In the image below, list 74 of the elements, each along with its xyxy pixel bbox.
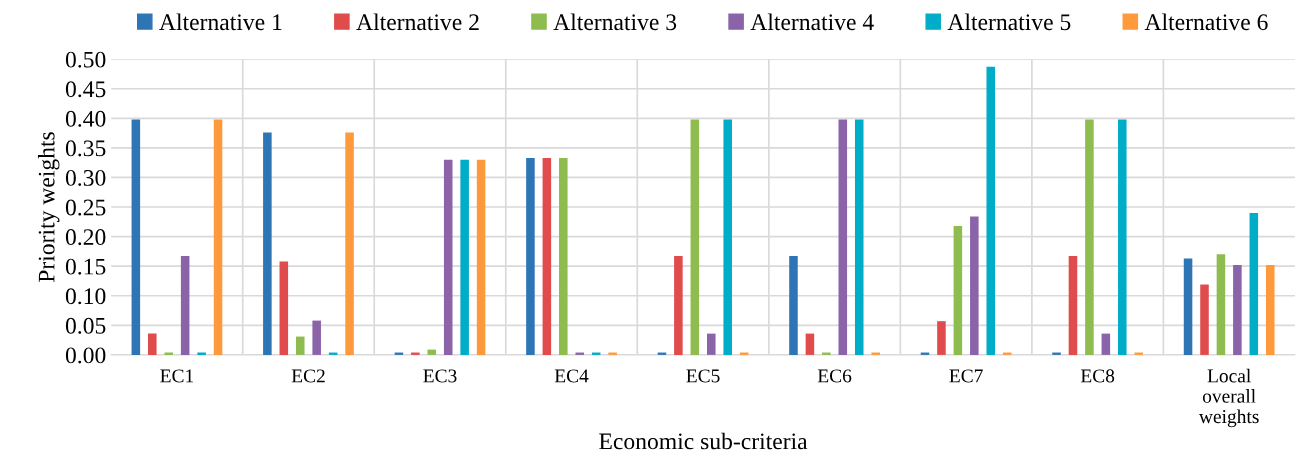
bar [279,261,289,355]
bar [822,352,831,355]
bar [854,119,864,355]
y-tick-label: 0.35 [65,140,106,157]
x-tick-label: Local overall weights [1198,368,1259,428]
bar [295,336,305,355]
bar [1068,256,1078,355]
y-tick-label: 0.30 [65,169,106,186]
legend-label: Alternative 5 [947,13,1071,31]
bar [559,157,568,355]
y-tick-label: 0.50 [65,51,106,68]
bar [723,119,732,355]
bar [263,132,272,355]
bar [1249,212,1259,355]
x-tick-label: EC6 [817,369,852,383]
bar [345,132,354,355]
y-tick-label: 0.10 [65,288,106,305]
bar [1085,119,1094,355]
y-tick-label: 0.05 [65,317,106,334]
bar [312,320,321,355]
legend-label: Alternative 4 [750,13,874,31]
y-tick-label: 0.20 [65,229,106,246]
bar [986,66,996,355]
bar [1233,264,1242,355]
y-tick-label: 0.45 [65,81,106,98]
bar [411,352,420,355]
bar [542,157,552,355]
bar [131,119,141,355]
bar [443,159,453,355]
y-tick-label: 0.25 [65,199,106,216]
bar [871,352,880,355]
y-axis-title: Priority weights [37,132,60,283]
bar [937,321,946,355]
bar [1134,352,1144,355]
bar [1216,254,1226,355]
x-tick-label: EC4 [554,369,589,383]
bar [1200,284,1209,355]
x-axis-title: Economic sub-criteria [599,432,808,450]
x-tick-label: EC5 [686,369,720,383]
bar [148,333,157,355]
legend-label: Alternative 3 [553,13,677,31]
bar [180,256,190,355]
bar [213,119,223,355]
bar [805,333,815,355]
x-tick-label: EC7 [949,369,983,383]
y-tick-label: 0.40 [65,110,106,127]
bar [1052,352,1061,355]
x-tick-label: EC8 [1080,369,1115,383]
bar [674,256,683,355]
bar [460,159,469,355]
bar [164,352,173,355]
bar [970,216,979,355]
legend-label: Alternative 6 [1144,13,1268,31]
x-tick-label: EC1 [160,369,194,383]
bar [1101,333,1111,355]
bar [476,159,486,355]
y-tick-label: 0.15 [65,258,106,275]
x-tick-label: EC3 [423,369,457,383]
bar [789,256,798,355]
legend-label: Alternative 1 [159,13,282,31]
bar [608,352,617,355]
bar [690,119,700,355]
bar [197,352,206,355]
bar [526,157,535,355]
x-tick-label: EC2 [291,369,325,383]
bar [953,225,963,355]
bar [1118,119,1127,355]
bar [575,352,585,355]
y-tick-label: 0.00 [65,347,106,364]
bar [707,333,716,355]
bar [1183,258,1193,355]
legend-label: Alternative 2 [356,13,479,31]
bar [838,119,848,355]
bar [1265,264,1275,355]
